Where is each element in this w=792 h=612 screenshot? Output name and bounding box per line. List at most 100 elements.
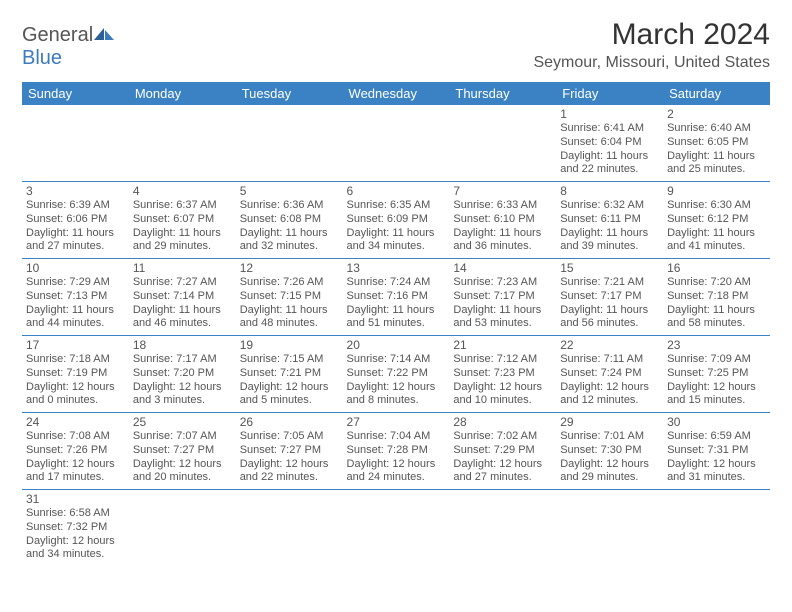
sunset-text: Sunset: 7:21 PM xyxy=(240,367,339,381)
calendar-day-cell: 30Sunrise: 6:59 AMSunset: 7:31 PMDayligh… xyxy=(663,413,770,490)
sunrise-text: Sunrise: 7:23 AM xyxy=(453,276,552,290)
sunrise-text: Sunrise: 7:12 AM xyxy=(453,353,552,367)
daylight-text: Daylight: 11 hours and 34 minutes. xyxy=(347,227,446,255)
daylight-text: Daylight: 11 hours and 39 minutes. xyxy=(560,227,659,255)
sunrise-text: Sunrise: 7:05 AM xyxy=(240,430,339,444)
day-number: 4 xyxy=(133,184,232,198)
day-number: 22 xyxy=(560,338,659,352)
calendar-body: 1Sunrise: 6:41 AMSunset: 6:04 PMDaylight… xyxy=(22,105,770,566)
sunrise-text: Sunrise: 6:58 AM xyxy=(26,507,125,521)
calendar-day-cell: 28Sunrise: 7:02 AMSunset: 7:29 PMDayligh… xyxy=(449,413,556,490)
calendar-day-cell: 14Sunrise: 7:23 AMSunset: 7:17 PMDayligh… xyxy=(449,259,556,336)
daylight-text: Daylight: 12 hours and 12 minutes. xyxy=(560,381,659,409)
calendar-day-cell: 12Sunrise: 7:26 AMSunset: 7:15 PMDayligh… xyxy=(236,259,343,336)
sunset-text: Sunset: 6:05 PM xyxy=(667,136,766,150)
header: GeneralBlue March 2024 Seymour, Missouri… xyxy=(22,18,770,78)
day-number: 2 xyxy=(667,107,766,121)
day-header: Friday xyxy=(556,82,663,105)
sunset-text: Sunset: 7:15 PM xyxy=(240,290,339,304)
daylight-text: Daylight: 11 hours and 41 minutes. xyxy=(667,227,766,255)
sunrise-text: Sunrise: 7:20 AM xyxy=(667,276,766,290)
sunset-text: Sunset: 6:12 PM xyxy=(667,213,766,227)
calendar-day-cell: 5Sunrise: 6:36 AMSunset: 6:08 PMDaylight… xyxy=(236,182,343,259)
sunset-text: Sunset: 7:31 PM xyxy=(667,444,766,458)
sunset-text: Sunset: 7:26 PM xyxy=(26,444,125,458)
calendar-day-cell: 9Sunrise: 6:30 AMSunset: 6:12 PMDaylight… xyxy=(663,182,770,259)
day-number: 28 xyxy=(453,415,552,429)
sunset-text: Sunset: 6:10 PM xyxy=(453,213,552,227)
day-number: 25 xyxy=(133,415,232,429)
day-number: 9 xyxy=(667,184,766,198)
calendar-table: SundayMondayTuesdayWednesdayThursdayFrid… xyxy=(22,82,770,566)
daylight-text: Daylight: 11 hours and 46 minutes. xyxy=(133,304,232,332)
day-number: 27 xyxy=(347,415,446,429)
calendar-day-cell: 4Sunrise: 6:37 AMSunset: 6:07 PMDaylight… xyxy=(129,182,236,259)
calendar-day-cell xyxy=(556,490,663,567)
daylight-text: Daylight: 11 hours and 56 minutes. xyxy=(560,304,659,332)
sunset-text: Sunset: 7:18 PM xyxy=(667,290,766,304)
calendar-day-cell: 8Sunrise: 6:32 AMSunset: 6:11 PMDaylight… xyxy=(556,182,663,259)
day-number: 10 xyxy=(26,261,125,275)
sunset-text: Sunset: 6:07 PM xyxy=(133,213,232,227)
sunrise-text: Sunrise: 6:59 AM xyxy=(667,430,766,444)
calendar-day-cell: 10Sunrise: 7:29 AMSunset: 7:13 PMDayligh… xyxy=(22,259,129,336)
calendar-day-cell: 6Sunrise: 6:35 AMSunset: 6:09 PMDaylight… xyxy=(343,182,450,259)
calendar-day-cell: 3Sunrise: 6:39 AMSunset: 6:06 PMDaylight… xyxy=(22,182,129,259)
day-header: Monday xyxy=(129,82,236,105)
sunset-text: Sunset: 7:29 PM xyxy=(453,444,552,458)
sunrise-text: Sunrise: 6:33 AM xyxy=(453,199,552,213)
day-number: 18 xyxy=(133,338,232,352)
daylight-text: Daylight: 12 hours and 17 minutes. xyxy=(26,458,125,486)
day-number: 24 xyxy=(26,415,125,429)
calendar-day-cell xyxy=(343,105,450,182)
sunrise-text: Sunrise: 7:29 AM xyxy=(26,276,125,290)
sunrise-text: Sunrise: 7:14 AM xyxy=(347,353,446,367)
day-number: 23 xyxy=(667,338,766,352)
sunset-text: Sunset: 7:32 PM xyxy=(26,521,125,535)
sunrise-text: Sunrise: 6:40 AM xyxy=(667,122,766,136)
calendar-day-cell xyxy=(22,105,129,182)
day-header: Wednesday xyxy=(343,82,450,105)
day-number: 16 xyxy=(667,261,766,275)
day-number: 20 xyxy=(347,338,446,352)
sunrise-text: Sunrise: 7:26 AM xyxy=(240,276,339,290)
sunset-text: Sunset: 7:24 PM xyxy=(560,367,659,381)
calendar-day-cell xyxy=(449,490,556,567)
sunset-text: Sunset: 7:13 PM xyxy=(26,290,125,304)
calendar-day-cell xyxy=(129,490,236,567)
daylight-text: Daylight: 11 hours and 22 minutes. xyxy=(560,150,659,178)
calendar-day-cell xyxy=(343,490,450,567)
calendar-week-row: 24Sunrise: 7:08 AMSunset: 7:26 PMDayligh… xyxy=(22,413,770,490)
sunset-text: Sunset: 6:09 PM xyxy=(347,213,446,227)
daylight-text: Daylight: 11 hours and 51 minutes. xyxy=(347,304,446,332)
calendar-week-row: 3Sunrise: 6:39 AMSunset: 6:06 PMDaylight… xyxy=(22,182,770,259)
title-block: March 2024 Seymour, Missouri, United Sta… xyxy=(533,18,770,78)
calendar-day-cell: 20Sunrise: 7:14 AMSunset: 7:22 PMDayligh… xyxy=(343,336,450,413)
calendar-day-cell: 2Sunrise: 6:40 AMSunset: 6:05 PMDaylight… xyxy=(663,105,770,182)
sunset-text: Sunset: 7:28 PM xyxy=(347,444,446,458)
day-header: Saturday xyxy=(663,82,770,105)
day-header: Sunday xyxy=(22,82,129,105)
daylight-text: Daylight: 12 hours and 10 minutes. xyxy=(453,381,552,409)
day-number: 26 xyxy=(240,415,339,429)
sunrise-text: Sunrise: 6:32 AM xyxy=(560,199,659,213)
sunset-text: Sunset: 7:19 PM xyxy=(26,367,125,381)
logo-text: GeneralBlue xyxy=(22,24,115,70)
sunrise-text: Sunrise: 7:08 AM xyxy=(26,430,125,444)
sunset-text: Sunset: 7:14 PM xyxy=(133,290,232,304)
day-number: 11 xyxy=(133,261,232,275)
sunset-text: Sunset: 7:25 PM xyxy=(667,367,766,381)
sunset-text: Sunset: 6:06 PM xyxy=(26,213,125,227)
calendar-day-cell: 15Sunrise: 7:21 AMSunset: 7:17 PMDayligh… xyxy=(556,259,663,336)
calendar-day-cell xyxy=(449,105,556,182)
calendar-day-cell: 18Sunrise: 7:17 AMSunset: 7:20 PMDayligh… xyxy=(129,336,236,413)
calendar-day-cell xyxy=(129,105,236,182)
day-number: 3 xyxy=(26,184,125,198)
daylight-text: Daylight: 12 hours and 3 minutes. xyxy=(133,381,232,409)
sunset-text: Sunset: 7:22 PM xyxy=(347,367,446,381)
sunset-text: Sunset: 7:20 PM xyxy=(133,367,232,381)
daylight-text: Daylight: 11 hours and 27 minutes. xyxy=(26,227,125,255)
calendar-day-cell: 24Sunrise: 7:08 AMSunset: 7:26 PMDayligh… xyxy=(22,413,129,490)
calendar-day-cell: 23Sunrise: 7:09 AMSunset: 7:25 PMDayligh… xyxy=(663,336,770,413)
day-number: 12 xyxy=(240,261,339,275)
